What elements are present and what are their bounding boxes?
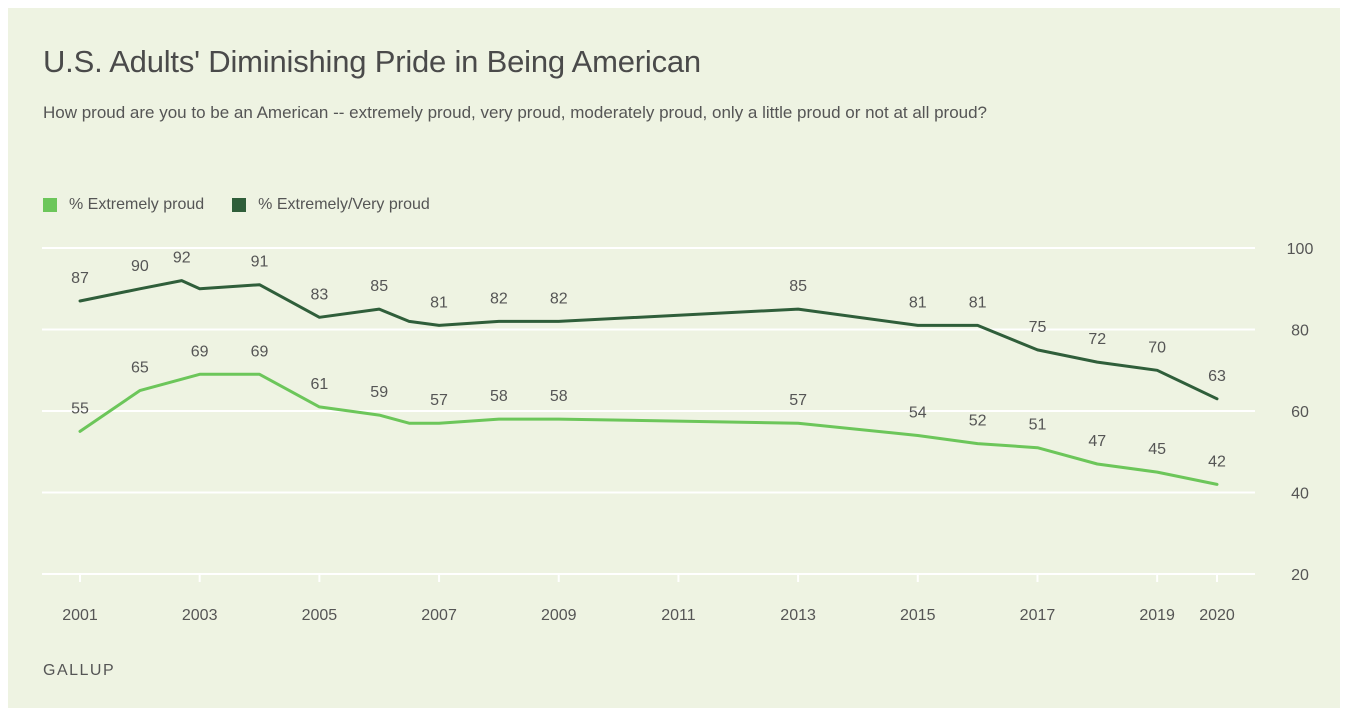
x-tick-label-2001: 2001 bbox=[62, 607, 98, 624]
legend-item-extremely-very-proud: % Extremely/Very proud bbox=[232, 196, 430, 214]
data-label-s1-6: 85 bbox=[370, 278, 388, 295]
legend-label-extremely-very-proud: % Extremely/Very proud bbox=[258, 196, 430, 213]
x-tick-label-2011: 2011 bbox=[661, 607, 696, 624]
chart-title: U.S. Adults' Diminishing Pride in Being … bbox=[43, 44, 701, 79]
y-tick-label-40: 40 bbox=[1291, 486, 1309, 503]
data-label-s1-8: 81 bbox=[430, 294, 448, 311]
x-tick-label-2020: 2020 bbox=[1199, 607, 1235, 624]
data-label-s1-11: 85 bbox=[789, 278, 807, 295]
data-label-s1-5: 83 bbox=[310, 286, 328, 303]
data-label-s1-10: 82 bbox=[550, 290, 568, 307]
data-label-s0-16: 42 bbox=[1208, 453, 1226, 470]
data-label-s1-17: 63 bbox=[1208, 368, 1226, 385]
data-label-s0-15: 45 bbox=[1148, 441, 1166, 458]
x-tick-label-2007: 2007 bbox=[421, 607, 457, 624]
x-tick-label-2019: 2019 bbox=[1139, 607, 1175, 624]
y-tick-label-20: 20 bbox=[1291, 567, 1309, 584]
data-label-s1-13: 81 bbox=[969, 294, 987, 311]
source-label: GALLUP bbox=[43, 662, 116, 679]
data-label-s1-9: 82 bbox=[490, 290, 508, 307]
x-tick-label-2005: 2005 bbox=[302, 607, 338, 624]
x-tick-label-2013: 2013 bbox=[780, 607, 816, 624]
data-label-s1-15: 72 bbox=[1088, 331, 1106, 348]
data-label-s0-0: 55 bbox=[71, 400, 89, 417]
data-label-s0-3: 69 bbox=[251, 343, 269, 360]
data-label-s0-11: 54 bbox=[909, 404, 927, 421]
data-label-s0-13: 51 bbox=[1029, 417, 1047, 434]
data-label-s1-4: 91 bbox=[251, 254, 269, 271]
data-label-s1-1: 90 bbox=[131, 258, 149, 275]
data-label-s1-14: 75 bbox=[1029, 319, 1047, 336]
data-label-s1-16: 70 bbox=[1148, 339, 1166, 356]
y-tick-label-80: 80 bbox=[1291, 323, 1309, 340]
data-label-s0-7: 57 bbox=[430, 392, 448, 409]
legend-swatch-extremely-very-proud bbox=[232, 198, 247, 212]
data-label-s1-0: 87 bbox=[71, 270, 89, 287]
data-label-s1-2: 92 bbox=[173, 250, 191, 267]
data-label-s0-12: 52 bbox=[969, 413, 987, 430]
x-tick-label-2003: 2003 bbox=[182, 607, 218, 624]
data-label-s0-14: 47 bbox=[1088, 433, 1106, 450]
legend-label-extremely-proud: % Extremely proud bbox=[69, 196, 205, 213]
y-tick-label-60: 60 bbox=[1291, 404, 1309, 421]
data-label-s0-5: 59 bbox=[370, 384, 388, 401]
chart-legend: % Extremely proud % Extremely/Very proud bbox=[43, 196, 458, 214]
chart-card: U.S. Adults' Diminishing Pride in Being … bbox=[8, 8, 1340, 708]
legend-swatch-extremely-proud bbox=[43, 198, 57, 212]
series-line-1 bbox=[78, 279, 1219, 401]
x-tick-label-2015: 2015 bbox=[900, 607, 936, 624]
data-label-s0-10: 57 bbox=[789, 392, 807, 409]
data-label-s0-2: 69 bbox=[191, 343, 209, 360]
legend-item-extremely-proud: % Extremely proud bbox=[43, 196, 204, 214]
data-label-s1-12: 81 bbox=[909, 294, 927, 311]
data-label-s0-9: 58 bbox=[550, 388, 568, 405]
x-tick-label-2009: 2009 bbox=[541, 607, 577, 624]
data-label-s0-8: 58 bbox=[490, 388, 508, 405]
y-tick-label-100: 100 bbox=[1287, 241, 1314, 258]
x-tick-label-2017: 2017 bbox=[1020, 607, 1056, 624]
data-label-s0-1: 65 bbox=[131, 360, 149, 377]
series-line-0 bbox=[78, 372, 1219, 486]
chart-subtitle: How proud are you to be an American -- e… bbox=[43, 103, 988, 122]
data-label-s0-4: 61 bbox=[310, 376, 328, 393]
